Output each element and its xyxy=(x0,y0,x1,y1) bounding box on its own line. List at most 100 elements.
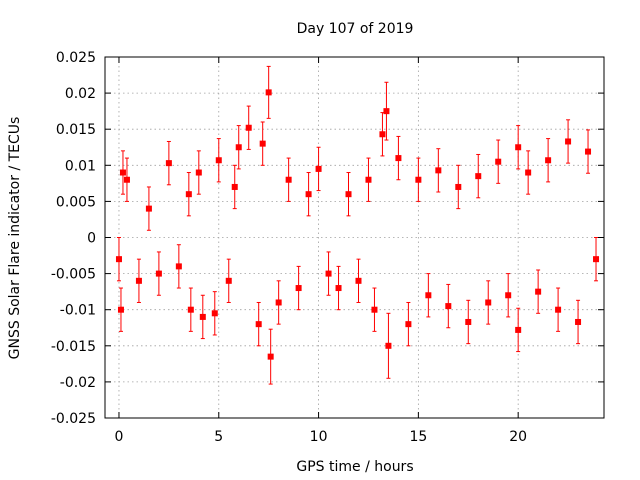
data-marker xyxy=(415,176,422,183)
data-point xyxy=(119,150,126,195)
y-tick-label: 0.005 xyxy=(56,194,96,210)
data-point xyxy=(505,273,512,318)
axis-ticks: 0.025 0.02 0.015 0.01 0.005 0 -0.005 -0.01 -0.01… xyxy=(51,50,604,445)
data-point xyxy=(415,157,422,202)
data-marker xyxy=(515,144,522,151)
data-point xyxy=(235,125,242,170)
data-marker xyxy=(225,277,232,284)
x-tick-label: 10 xyxy=(310,429,328,445)
y-tick-label: 0.015 xyxy=(56,122,96,138)
data-point xyxy=(395,135,402,181)
x-tick-label: 20 xyxy=(509,429,527,445)
data-point xyxy=(485,280,492,325)
data-marker xyxy=(187,306,194,313)
data-marker xyxy=(495,158,502,165)
x-tick-label: 5 xyxy=(214,429,223,445)
data-marker xyxy=(195,169,202,176)
data-point xyxy=(285,157,292,202)
data-point xyxy=(199,294,206,340)
y-tick-label: 0 xyxy=(87,231,96,247)
data-marker xyxy=(455,183,462,190)
y-tick-label: -0.02 xyxy=(60,375,96,391)
data-point xyxy=(267,328,274,385)
data-marker xyxy=(123,176,130,183)
y-tick-label: 0.025 xyxy=(56,50,96,66)
data-marker xyxy=(465,318,472,325)
data-point xyxy=(575,299,582,345)
data-marker xyxy=(155,270,162,277)
data-marker xyxy=(565,138,572,145)
data-marker xyxy=(265,89,272,96)
y-tick-label: -0.01 xyxy=(60,303,96,319)
chart-title: Day 107 of 2019 xyxy=(297,21,414,37)
data-marker xyxy=(235,144,242,151)
data-point xyxy=(555,287,562,332)
data-point xyxy=(135,258,142,303)
data-marker xyxy=(295,285,302,292)
data-marker xyxy=(185,191,192,198)
data-marker xyxy=(485,299,492,306)
data-point xyxy=(165,140,172,186)
data-marker xyxy=(305,191,312,198)
data-marker xyxy=(405,321,412,328)
data-point xyxy=(215,138,222,183)
data-point xyxy=(525,150,532,195)
data-marker xyxy=(345,191,352,198)
data-point xyxy=(345,172,352,217)
data-marker xyxy=(395,155,402,162)
data-marker xyxy=(545,157,552,164)
data-point xyxy=(383,81,390,141)
data-marker xyxy=(445,303,452,310)
data-marker xyxy=(515,326,522,333)
data-point xyxy=(231,164,238,210)
data-point xyxy=(385,312,392,379)
data-marker xyxy=(267,353,274,360)
data-point xyxy=(275,280,282,325)
data-point xyxy=(245,105,252,150)
data-marker xyxy=(275,299,282,306)
data-marker xyxy=(335,285,342,292)
data-marker xyxy=(245,124,252,131)
data-point xyxy=(123,157,130,202)
data-marker xyxy=(117,306,124,313)
data-marker xyxy=(175,263,182,270)
data-point xyxy=(455,164,462,210)
data-marker xyxy=(575,318,582,325)
data-marker xyxy=(115,256,122,263)
data-point xyxy=(475,153,482,199)
data-point xyxy=(535,269,542,314)
data-point xyxy=(435,148,442,193)
data-marker xyxy=(215,157,222,164)
data-point xyxy=(117,287,124,332)
data-marker xyxy=(475,173,482,180)
y-tick-label: -0.005 xyxy=(51,267,96,283)
data-point xyxy=(445,283,452,329)
data-marker xyxy=(555,306,562,313)
data-point xyxy=(305,172,312,217)
data-point xyxy=(593,237,600,282)
data-marker xyxy=(325,270,332,277)
data-point xyxy=(365,157,372,202)
data-marker xyxy=(385,342,392,349)
data-marker xyxy=(285,176,292,183)
y-tick-label: 0.01 xyxy=(65,158,96,174)
data-point xyxy=(259,121,266,166)
data-marker xyxy=(383,108,390,115)
data-marker xyxy=(585,148,592,155)
x-tick-label: 15 xyxy=(409,429,427,445)
data-marker xyxy=(315,165,322,172)
data-marker xyxy=(165,160,172,167)
data-marker xyxy=(119,169,126,176)
data-marker xyxy=(211,310,218,317)
data-point xyxy=(175,244,182,289)
data-marker xyxy=(145,205,152,212)
data-point xyxy=(405,301,412,347)
data-point xyxy=(545,138,552,183)
data-point xyxy=(115,237,122,282)
data-marker xyxy=(505,292,512,299)
y-tick-label: 0.02 xyxy=(65,86,96,102)
data-point xyxy=(325,251,332,296)
data-point xyxy=(585,129,592,174)
data-point xyxy=(495,139,502,184)
